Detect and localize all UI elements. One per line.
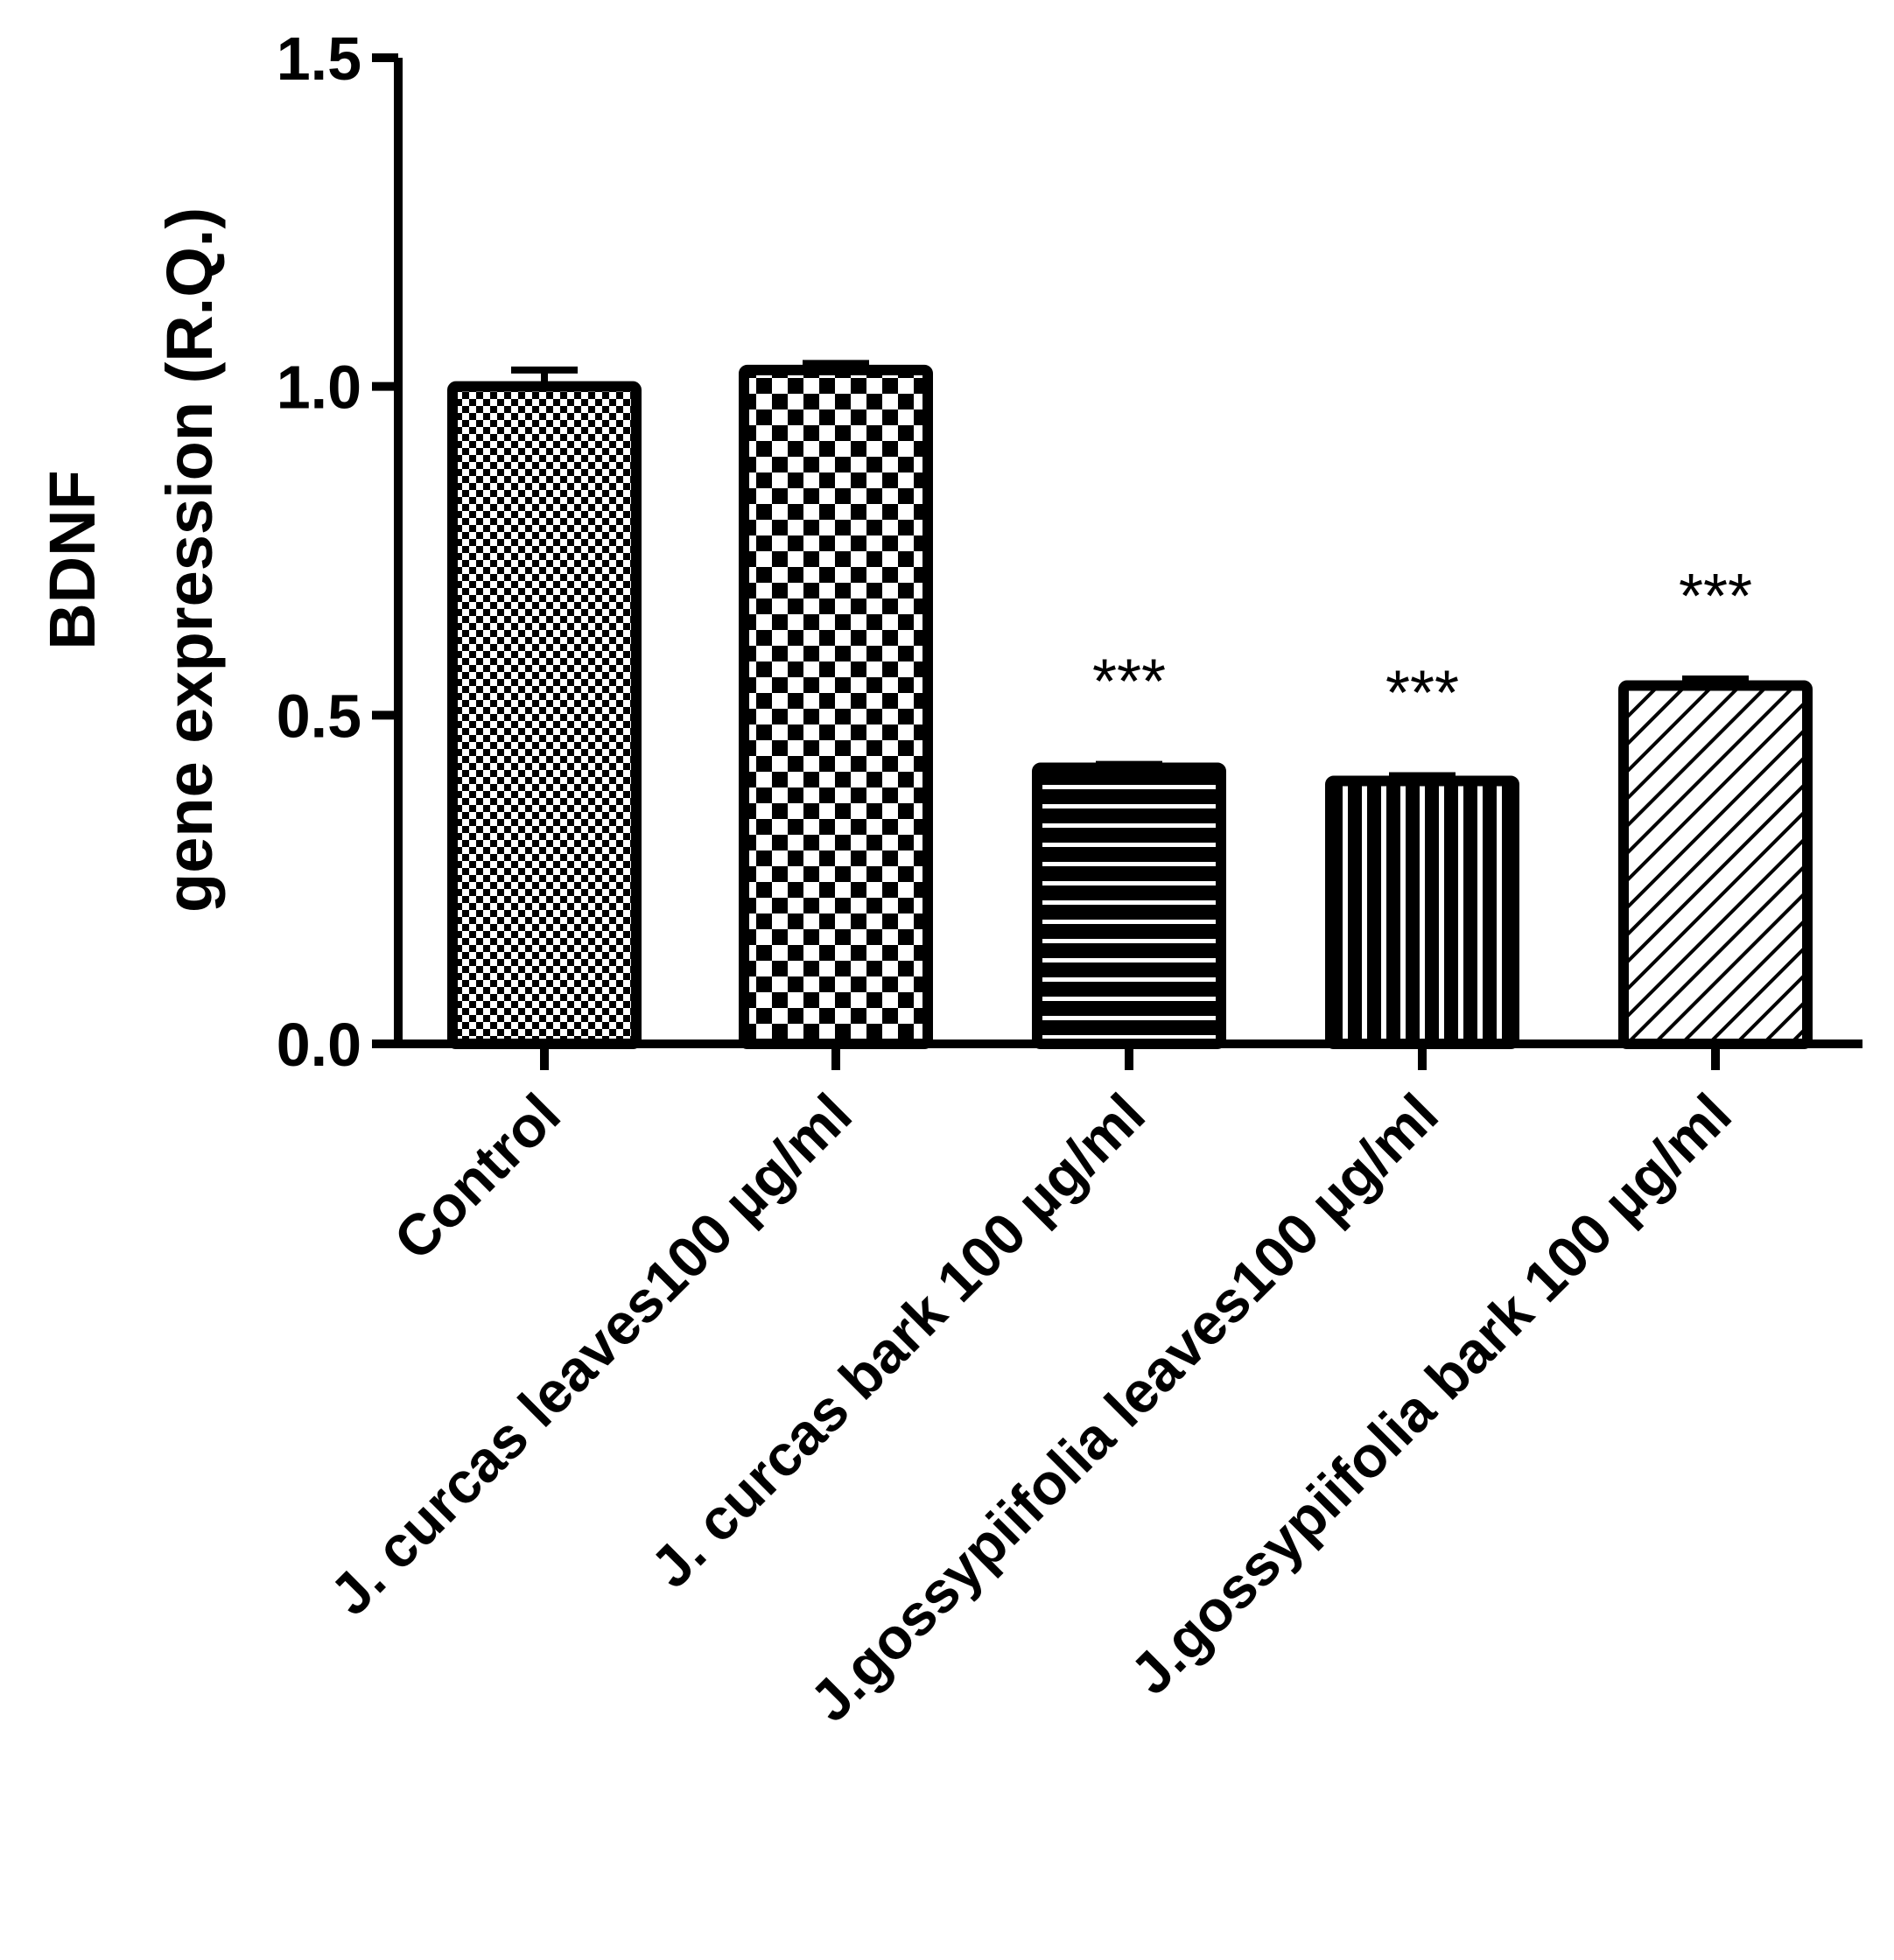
bar-1 xyxy=(447,381,642,1049)
x-tick-label: J. curcas leaves100 µg/ml xyxy=(318,1082,864,1628)
y-tick-label: 0.5 xyxy=(277,682,361,750)
y-axis: 0.0 0.5 1.0 1.5 xyxy=(277,24,403,1079)
bar-3 xyxy=(1032,762,1226,1049)
significance-marker: *** xyxy=(1679,562,1752,632)
significance-marker: *** xyxy=(1092,648,1166,718)
x-tick-label: J. curcas bark 100 µg/ml xyxy=(638,1082,1157,1600)
bar-5 xyxy=(1618,680,1813,1049)
bar-2 xyxy=(739,364,933,1049)
y-tick-label: 1.5 xyxy=(277,24,361,93)
bar-4 xyxy=(1325,775,1519,1049)
y-tick-label: 0.0 xyxy=(277,1011,361,1079)
significance-marker: *** xyxy=(1385,658,1459,728)
y-axis-label-line2: gene expression (R.Q.) xyxy=(153,207,226,913)
y-axis-label-line1: BDNF xyxy=(36,470,109,650)
x-tick-label: Control xyxy=(382,1082,572,1272)
bars xyxy=(447,360,1813,1049)
x-tick-label: J.gossypiifolia leaves100 µg/ml xyxy=(797,1082,1450,1734)
significance-annotations: *** *** *** xyxy=(1092,562,1752,728)
y-tick-label: 1.0 xyxy=(277,354,361,422)
x-tick-label: J.gossypiifolia bark 100 µg/ml xyxy=(1118,1082,1743,1707)
y-axis-label: BDNF gene expression (R.Q.) xyxy=(36,207,226,913)
